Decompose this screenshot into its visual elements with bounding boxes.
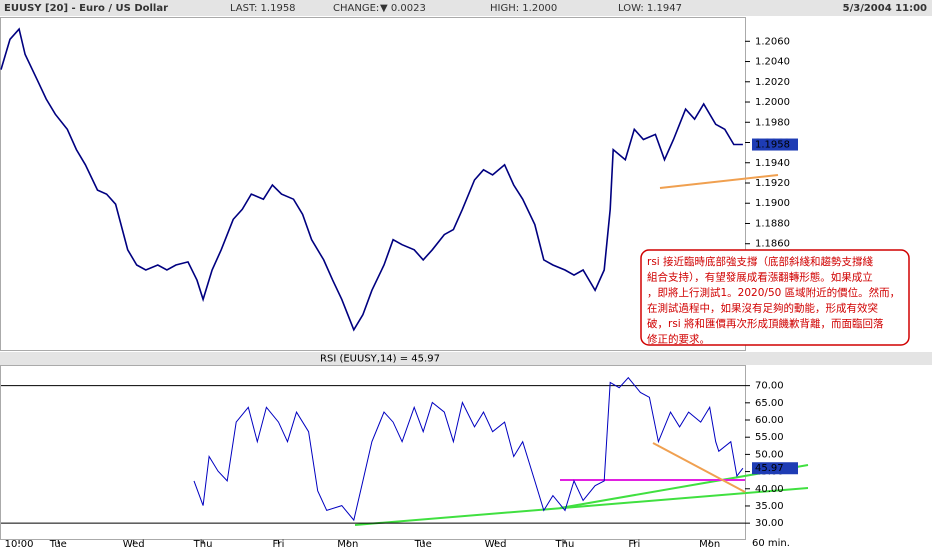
y-tick-label: 30.00	[755, 518, 784, 529]
change-label: CHANGE:	[333, 3, 379, 14]
annotation-line: 在測試過程中，如果沒有足夠的動能，形成有效突	[647, 302, 878, 315]
rsi-title-bar	[0, 352, 932, 365]
x-tick-label: Mon	[337, 539, 358, 550]
annotation-line: 破，rsi 將和匯價再次形成頂饑歉背離，而面臨回落	[647, 317, 884, 330]
rsi-support-line	[354, 487, 809, 526]
y-tick-label: 40.00	[755, 484, 784, 495]
rsi-down-line	[652, 442, 746, 493]
series-line	[0, 27, 743, 332]
last-marker-label: 1.1958	[755, 140, 790, 151]
y-tick-label: 50.00	[755, 449, 784, 460]
y-tick-label: 1.2040	[755, 57, 790, 68]
y-tick-label: 1.1860	[755, 239, 790, 250]
y-tick-label: 1.2060	[755, 36, 790, 47]
instrument-title: EUUSY [20] - Euro / US Dollar	[4, 3, 168, 14]
last-marker	[752, 462, 798, 475]
y-tick-label: 60.00	[755, 415, 784, 426]
price-trendline	[659, 174, 779, 189]
x-tick-label: Tue	[414, 539, 432, 550]
rsi-title: RSI (EUUSY,14) = 45.97	[320, 354, 440, 365]
last-price: LAST: 1.1958	[230, 3, 296, 14]
y-tick-label: 70.00	[755, 381, 784, 392]
x-tick-label: Fri	[272, 539, 284, 550]
y-tick-label: 1.1900	[755, 198, 790, 209]
y-tick-label: 1.1880	[755, 218, 790, 229]
header-bar	[0, 0, 932, 16]
y-tick-label: 1.2000	[755, 97, 790, 108]
datetime: 5/3/2004 11:00	[843, 3, 927, 14]
x-tick-label: Wed	[485, 539, 507, 550]
annotation-box	[640, 249, 910, 346]
series-line	[193, 376, 744, 522]
x-tick-label: Thu	[193, 539, 213, 550]
x-tick-label: Mon	[699, 539, 720, 550]
high-price: HIGH: 1.2000	[490, 3, 557, 14]
x-tick-label: Thu	[555, 539, 575, 550]
annotation: rsi 接近臨時底部強支撐（底部斜綫和趨勢支撐綫組合支持），有望發展成看漲翻轉形…	[647, 255, 900, 346]
price-frame	[0, 17, 746, 351]
change-value: ▼ 0.0023	[380, 3, 426, 14]
annotation-line: 組合支持），有望發展成看漲翻轉形態。如果成立	[647, 271, 873, 284]
last-marker-label: 45.97	[755, 463, 784, 474]
low-price: LOW: 1.1947	[618, 3, 682, 14]
annotation-line: ，即將上行測試1。2020/50 區域附近的價位。然而，	[647, 286, 900, 299]
x-tick-label: Tue	[49, 539, 67, 550]
last-marker	[752, 138, 798, 151]
y-tick-label: 1.1940	[755, 158, 790, 169]
rsi-frame	[0, 365, 746, 540]
y-tick-label: 1.2020	[755, 77, 790, 88]
y-tick-label: 1.1920	[755, 178, 790, 189]
y-tick-label: 65.00	[755, 398, 784, 409]
x-tick-label: Fri	[628, 539, 640, 550]
interval-label: 60 min.	[752, 538, 790, 549]
y-tick-label: 55.00	[755, 432, 784, 443]
x-tick-label: 10:00	[5, 539, 34, 550]
annotation-line: rsi 接近臨時底部強支撐（底部斜綫和趨勢支撐綫	[647, 255, 874, 268]
x-tick-label: Wed	[123, 539, 145, 550]
annotation-line: 修正的要求。	[647, 333, 710, 346]
y-tick-label: 1.1980	[755, 117, 790, 128]
y-tick-label: 35.00	[755, 501, 784, 512]
